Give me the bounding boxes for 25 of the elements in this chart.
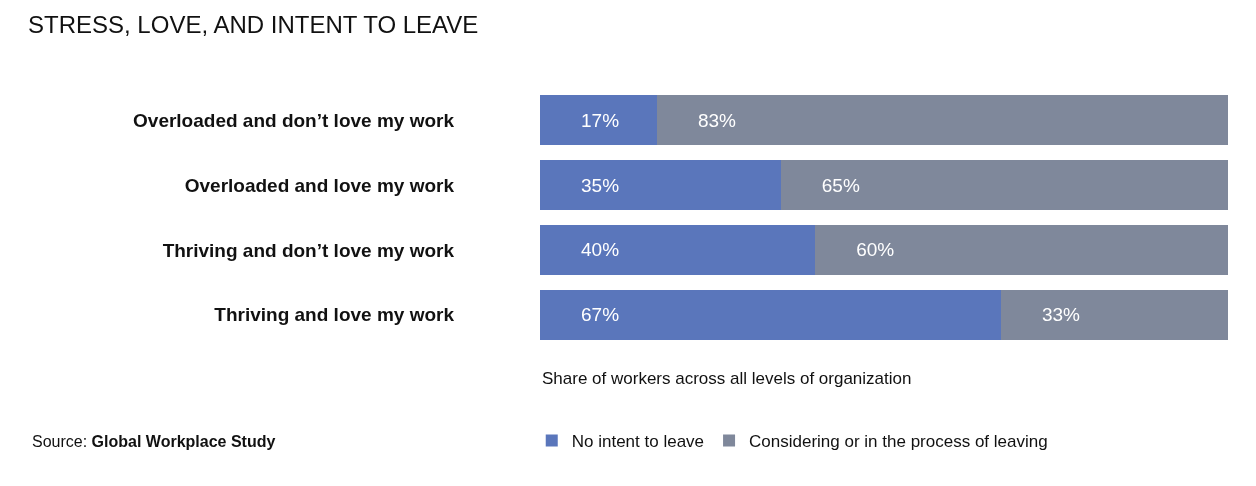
bar <box>780 160 1228 211</box>
bar <box>540 224 816 275</box>
y-tick-label: Thriving and love my work <box>214 304 455 326</box>
data-label: 17% <box>543 109 620 131</box>
data-label: 65% <box>783 174 860 196</box>
source-note: Source: Global Workplace Study <box>32 433 276 450</box>
data-label: 35% <box>543 174 620 196</box>
y-tick-label: Overloaded and love my work <box>184 174 455 196</box>
x-axis-title: Share of workers across all levels of organization <box>542 369 912 388</box>
data-label: 67% <box>543 304 620 326</box>
legend-label: Considering or in the process of leaving <box>749 432 1048 452</box>
data-label: 60% <box>818 239 895 261</box>
data-label: 83% <box>659 109 737 131</box>
bar <box>656 95 1228 146</box>
bar <box>540 95 657 146</box>
data-label: 40% <box>543 239 620 261</box>
data-label: 33% <box>1003 304 1081 326</box>
text: STRESS, LOVE, AND INTENT TO LEAVE <box>28 11 479 38</box>
bar <box>815 224 1228 275</box>
y-tick-label: Overloaded and don’t love my work <box>133 110 455 132</box>
bar <box>540 289 1001 340</box>
legend-label: No intent to leave <box>571 432 705 452</box>
bar <box>540 160 781 211</box>
bar <box>1000 289 1228 340</box>
y-tick-label: Thriving and don’t love my work <box>162 239 455 261</box>
